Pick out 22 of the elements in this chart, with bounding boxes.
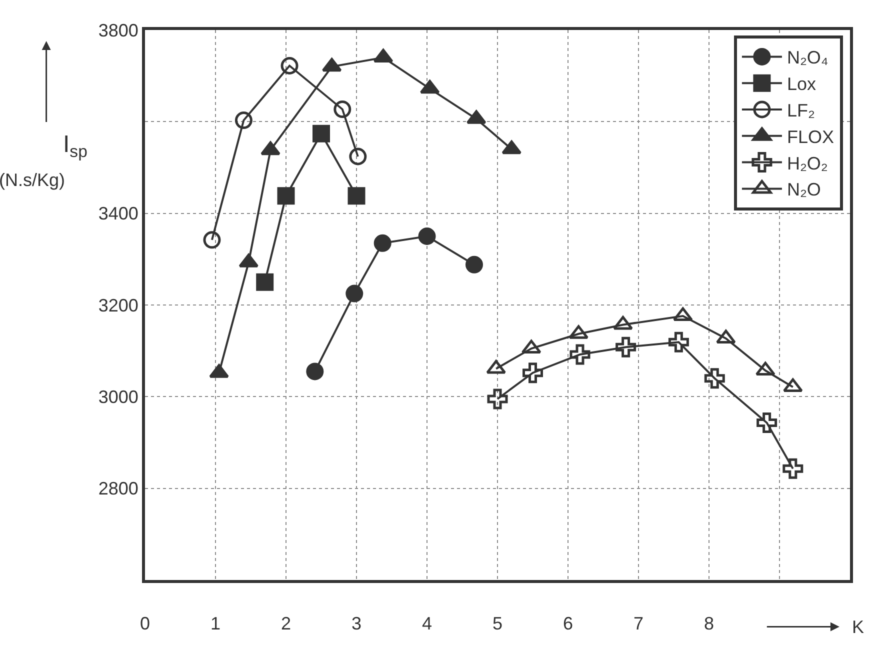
x-axis-title: K	[852, 617, 864, 637]
legend-label: N₂O₄	[786, 48, 828, 68]
x-tick-label: 7	[633, 614, 644, 634]
x-tick-label: 5	[492, 614, 503, 634]
x-tick-label: 8	[704, 614, 714, 634]
legend-label: H₂O₂	[786, 153, 828, 174]
y-tick-label: 3800	[98, 20, 138, 40]
legend-label: N₂O	[786, 180, 821, 200]
legend-label: Lox	[786, 74, 816, 94]
x-tick-label: 3	[351, 614, 362, 634]
y-tick-label: 3400	[98, 204, 138, 224]
x-tick-label: 0	[140, 614, 150, 634]
y-tick-label: 3000	[98, 386, 138, 407]
y-tick-label: 3200	[98, 295, 138, 316]
x-tick-label: 4	[422, 614, 432, 634]
y-tick-label: 2800	[98, 478, 138, 499]
y-axis-title: I$_{sp}$ (N.s/Kg)	[0, 131, 88, 190]
x-tick-label: 2	[280, 614, 292, 634]
x-tick-label: 6	[562, 614, 574, 634]
legend-label: FLOX	[786, 126, 834, 147]
legend-label: LF₂	[786, 100, 815, 121]
x-tick-label: 1	[210, 614, 221, 634]
